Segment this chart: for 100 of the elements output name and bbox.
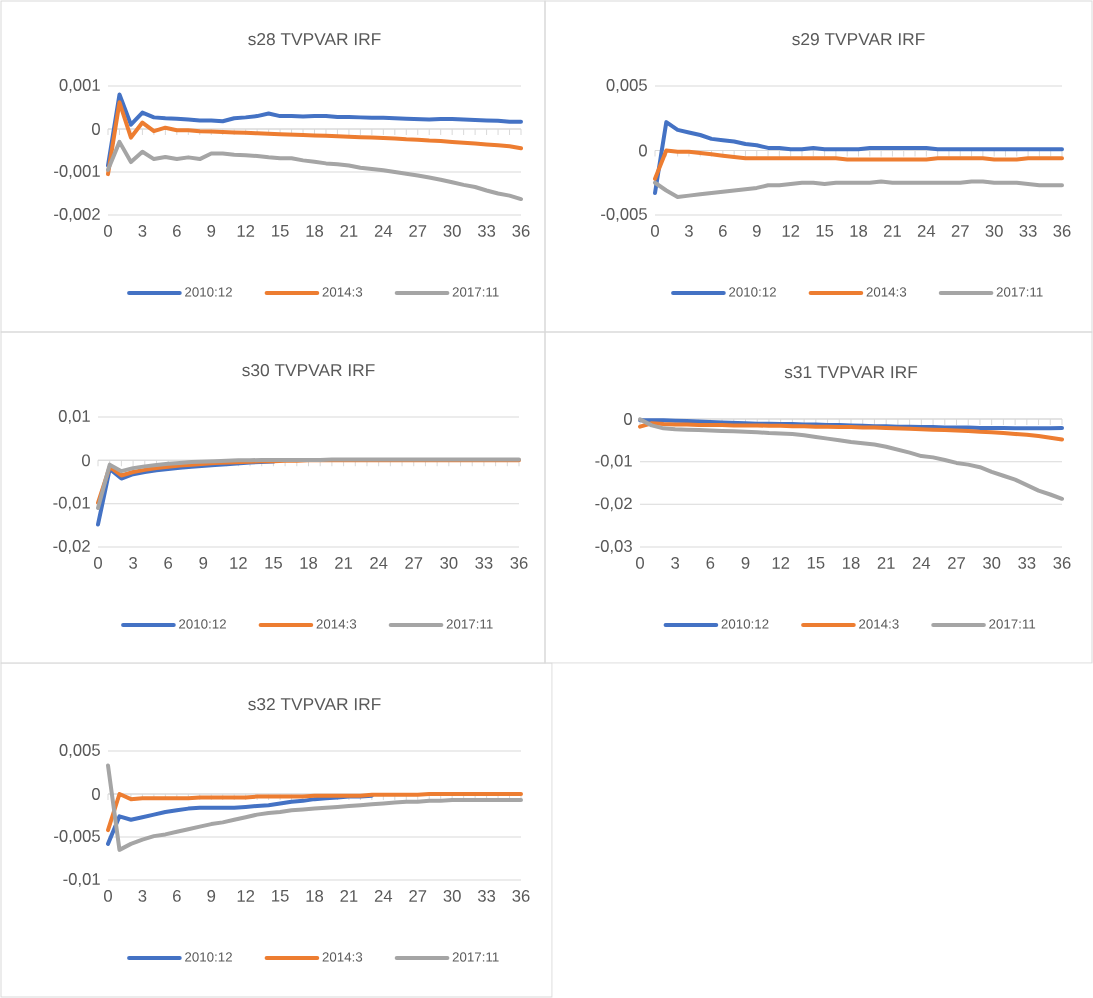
x-tick-label: 24 xyxy=(374,890,393,902)
x-tick-label: 27 xyxy=(409,225,427,237)
x-tick-label: 15 xyxy=(272,890,289,902)
x-tick-label: 3 xyxy=(671,557,680,569)
y-tick-label: -0,03 xyxy=(595,540,632,554)
legend-label: 2014:3 xyxy=(866,287,907,297)
legend-label: 2017:11 xyxy=(989,619,1036,629)
y-tick-label: -0,005 xyxy=(54,830,100,844)
x-tick-label: 12 xyxy=(237,890,255,902)
x-tick-label: 3 xyxy=(684,225,693,237)
x-tick-label: 21 xyxy=(883,225,901,237)
x-tick-label: 12 xyxy=(237,225,255,237)
x-tick-label: 36 xyxy=(512,890,530,902)
x-tick-label: 3 xyxy=(138,890,147,902)
x-tick-label: 33 xyxy=(477,225,496,237)
y-tick-label: 0 xyxy=(639,144,647,157)
x-tick-label: 9 xyxy=(207,890,216,902)
legend-label: 2010:12 xyxy=(729,287,776,297)
x-tick-label: 9 xyxy=(741,557,750,569)
x-tick-label: 21 xyxy=(877,557,895,569)
chart-title: s32 TVPVAR IRF xyxy=(248,698,381,711)
x-tick-label: 15 xyxy=(272,225,289,237)
y-tick-label: 0 xyxy=(624,413,632,425)
legend-label: 2017:11 xyxy=(452,952,499,962)
x-tick-label: 0 xyxy=(104,890,112,902)
y-tick-label: -0,001 xyxy=(54,165,100,179)
x-tick-label: 21 xyxy=(335,557,353,569)
x-tick-label: 9 xyxy=(752,225,761,237)
x-tick-label: 6 xyxy=(173,225,181,237)
x-tick-label: 21 xyxy=(340,890,358,902)
y-tick-label: -0,002 xyxy=(54,208,100,222)
x-tick-label: 36 xyxy=(1053,557,1071,569)
x-tick-label: 18 xyxy=(850,225,868,237)
y-tick-label: 0,005 xyxy=(59,744,100,758)
x-tick-label: 18 xyxy=(306,890,324,902)
y-tick-label: 0 xyxy=(92,123,100,135)
x-tick-label: 18 xyxy=(843,557,860,569)
y-tick-label: 0 xyxy=(92,788,100,800)
x-tick-label: 27 xyxy=(951,225,969,237)
x-tick-label: 12 xyxy=(230,557,247,569)
x-tick-label: 9 xyxy=(207,225,216,237)
x-tick-label: 30 xyxy=(443,890,461,902)
legend-label: 2010:12 xyxy=(179,619,226,629)
x-tick-label: 33 xyxy=(1019,225,1037,237)
legend-label: 2010:12 xyxy=(721,619,769,629)
line-series xyxy=(106,139,523,202)
x-tick-label: 33 xyxy=(475,557,493,569)
chart-title: s31 TVPVAR IRF xyxy=(784,365,918,379)
x-tick-label: 30 xyxy=(983,557,1001,569)
y-tick-label: -0,01 xyxy=(595,454,632,469)
x-tick-label: 9 xyxy=(199,557,208,569)
legend-label: 2014:3 xyxy=(859,619,899,629)
y-tick-label: -0,01 xyxy=(53,496,90,511)
x-tick-label: 24 xyxy=(912,557,931,569)
x-tick-label: 12 xyxy=(782,225,800,237)
x-tick-label: 27 xyxy=(409,890,427,902)
y-tick-label: -0,005 xyxy=(601,208,647,222)
x-tick-label: 24 xyxy=(917,225,936,237)
x-tick-label: 18 xyxy=(300,557,318,569)
x-tick-label: 6 xyxy=(706,557,715,569)
y-tick-label: -0,02 xyxy=(53,540,90,554)
legend-label: 2010:12 xyxy=(185,952,232,962)
x-tick-label: 6 xyxy=(164,557,173,569)
x-tick-label: 15 xyxy=(816,225,834,237)
x-tick-label: 6 xyxy=(719,225,727,237)
legend-label: 2014:3 xyxy=(316,619,357,629)
y-tick-label: 0 xyxy=(82,454,90,467)
y-tick-label: 0,001 xyxy=(59,79,100,93)
x-tick-label: 18 xyxy=(306,225,324,237)
x-tick-label: 15 xyxy=(265,557,282,569)
x-tick-label: 12 xyxy=(772,557,790,569)
x-tick-label: 3 xyxy=(138,225,147,237)
chart-title: s29 TVPVAR IRF xyxy=(792,33,925,46)
y-tick-label: 0,01 xyxy=(58,410,90,424)
x-tick-label: 3 xyxy=(129,557,137,569)
legend-label: 2017:11 xyxy=(452,287,499,297)
x-tick-label: 30 xyxy=(985,225,1003,237)
x-tick-label: 30 xyxy=(443,225,461,237)
x-tick-label: 15 xyxy=(807,557,825,569)
legend-label: 2014:3 xyxy=(322,287,363,297)
legend-label: 2017:11 xyxy=(996,287,1043,297)
legend-label: 2017:11 xyxy=(446,619,493,629)
x-tick-label: 36 xyxy=(1053,225,1071,237)
legend-label: 2014:3 xyxy=(322,952,363,962)
x-tick-label: 33 xyxy=(1018,557,1036,569)
x-tick-label: 36 xyxy=(510,557,528,569)
y-tick-label: 0,005 xyxy=(606,79,647,93)
x-tick-label: 33 xyxy=(477,890,496,902)
x-tick-label: 0 xyxy=(104,225,112,237)
chart-title: s28 TVPVAR IRF xyxy=(248,33,381,46)
x-tick-label: 0 xyxy=(651,225,659,237)
x-tick-label: 21 xyxy=(340,225,358,237)
x-tick-label: 6 xyxy=(173,890,181,902)
y-tick-label: -0,01 xyxy=(63,873,100,887)
y-tick-label: -0,02 xyxy=(595,497,632,512)
x-tick-label: 27 xyxy=(405,557,423,569)
chart-title: s30 TVPVAR IRF xyxy=(242,364,375,377)
x-tick-label: 30 xyxy=(440,557,458,569)
x-tick-label: 27 xyxy=(948,557,965,569)
legend-label: 2010:12 xyxy=(185,287,232,297)
